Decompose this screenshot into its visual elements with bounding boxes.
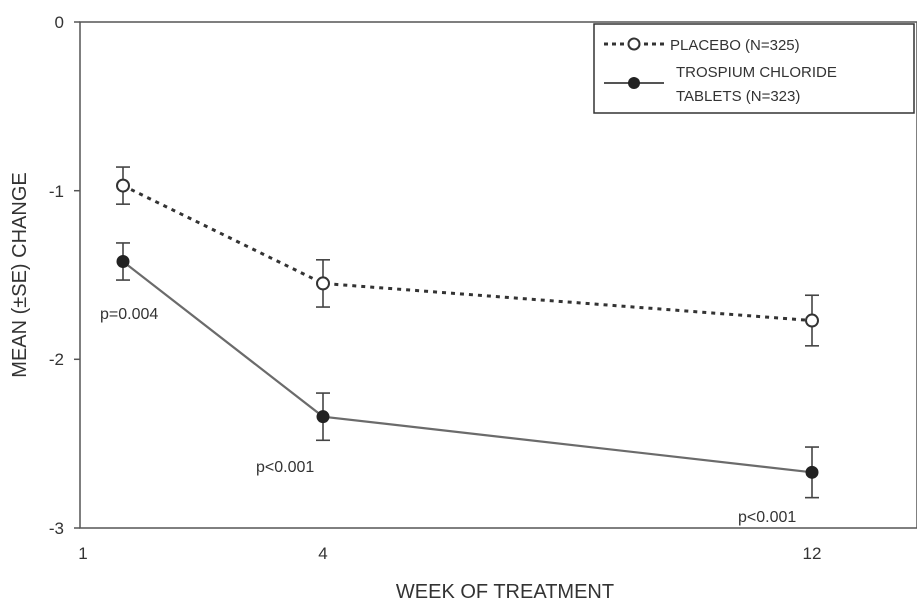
series-layer	[116, 166, 819, 499]
series-0-point-1	[316, 276, 330, 291]
series-0-line	[122, 184, 813, 323]
x-axis: 1 4 12 WEEK OF TREATMENT	[78, 544, 821, 601]
series-1-point-1	[316, 410, 330, 424]
y-tick-label-2: -2	[49, 350, 64, 369]
x-tick-label-0: 1	[78, 544, 87, 563]
y-axis: 0 -1 -2 -3 MEAN (±SE) CHANGE	[9, 13, 80, 538]
legend-box	[593, 23, 915, 114]
legend-trospium-label-line1: TROSPIUM CHLORIDE	[676, 64, 837, 81]
legend-trospium-marker	[628, 77, 640, 89]
legend-placebo-marker	[627, 37, 641, 51]
y-axis-title: MEAN (±SE) CHANGE	[9, 172, 31, 377]
p-value-annotations: p=0.004 p<0.001 p<0.001	[100, 306, 796, 526]
p-value-week12: p<0.001	[738, 509, 796, 526]
y-tick-label-0: 0	[55, 13, 64, 32]
y-tick-label-1: -1	[49, 182, 64, 201]
x-axis-title: WEEK OF TREATMENT	[396, 581, 614, 601]
y-tick-label-3: -3	[49, 519, 64, 538]
x-tick-label-2: 12	[803, 544, 822, 563]
legend-placebo-label: PLACEBO (N=325)	[670, 37, 800, 54]
p-value-week4: p<0.001	[256, 459, 314, 476]
legend-trospium-label-line2: TABLETS (N=323)	[676, 88, 800, 105]
series-0-point-2	[805, 313, 819, 328]
p-value-week1: p=0.004	[100, 306, 158, 323]
series-1-point-2	[805, 465, 819, 479]
series-1-point-0	[116, 255, 130, 269]
series-0-point-0	[116, 178, 130, 193]
legend: PLACEBO (N=325) TROSPIUM CHLORIDE TABLET…	[593, 23, 915, 114]
x-tick-label-1: 4	[318, 544, 327, 563]
